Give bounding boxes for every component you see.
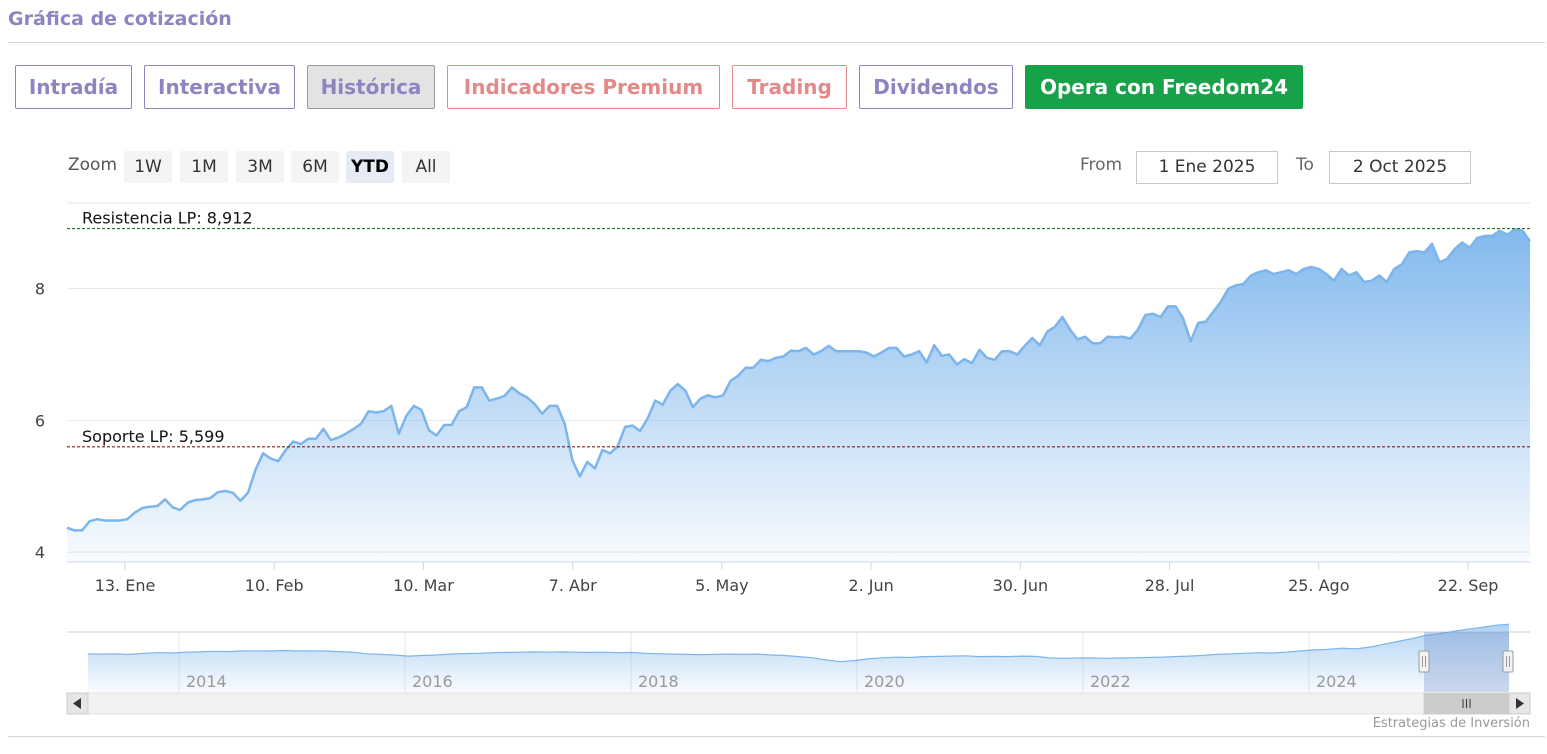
x-tick-label: 13. Ene bbox=[95, 576, 156, 595]
opera-freedom24-button[interactable]: Opera con Freedom24 bbox=[1025, 65, 1303, 109]
credits-label[interactable]: Estrategias de Inversión bbox=[1372, 716, 1530, 731]
navigator[interactable]: 2014 2016 2018 2020 2022 2024 bbox=[67, 623, 1530, 692]
reference-line-label: Soporte LP: 5,599 bbox=[82, 427, 225, 446]
zoom-1m-button[interactable]: 1M bbox=[180, 151, 228, 183]
tab-intradia[interactable]: Intradía bbox=[15, 65, 132, 109]
price-area-fill bbox=[67, 229, 1530, 563]
chevron-right-icon bbox=[1516, 698, 1524, 709]
price-line bbox=[66, 228, 1532, 532]
navigator-selection[interactable] bbox=[1424, 632, 1509, 692]
page-title: Gráfica de cotización bbox=[8, 8, 232, 30]
range-from-label: From bbox=[1080, 155, 1123, 175]
zoom-label: Zoom bbox=[68, 155, 118, 175]
zoom-ytd-button[interactable]: YTD bbox=[346, 151, 394, 183]
navigator-year-label: 2024 bbox=[1316, 672, 1357, 691]
y-axis-labels: 4 6 8 bbox=[35, 280, 45, 562]
navigator-year-label: 2018 bbox=[638, 672, 679, 691]
bottom-divider bbox=[8, 736, 1545, 737]
tab-historica[interactable]: Histórica bbox=[307, 65, 435, 109]
x-tick-label: 10. Feb bbox=[245, 576, 304, 595]
zoom-all-button[interactable]: All bbox=[402, 151, 450, 183]
range-to-input[interactable]: 2 Oct 2025 bbox=[1329, 151, 1471, 184]
navigator-left-handle[interactable] bbox=[1418, 650, 1430, 673]
navigator-year-labels: 2014 2016 2018 2020 2022 2024 bbox=[186, 672, 1357, 691]
x-tick-label: 25. Ago bbox=[1288, 576, 1349, 595]
reference-lines: Resistencia LP: 8,912 Soporte LP: 5,599 bbox=[67, 209, 1530, 448]
navigator-right-handle[interactable] bbox=[1502, 650, 1514, 673]
navigator-year-label: 2016 bbox=[412, 672, 453, 691]
reference-line-label: Resistencia LP: 8,912 bbox=[82, 209, 253, 228]
range-to-label: To bbox=[1296, 155, 1314, 175]
tab-dividendos[interactable]: Dividendos bbox=[859, 65, 1013, 109]
tab-interactiva[interactable]: Interactiva bbox=[144, 65, 295, 109]
y-tick-label: 4 bbox=[35, 543, 45, 562]
y-tick-label: 8 bbox=[35, 280, 45, 299]
x-tick-label: 28. Jul bbox=[1145, 576, 1195, 595]
navigator-year-label: 2020 bbox=[864, 672, 905, 691]
navigator-scrollbar[interactable] bbox=[66, 692, 1531, 715]
y-tick-label: 6 bbox=[35, 411, 45, 430]
range-from-input[interactable]: 1 Ene 2025 bbox=[1136, 151, 1278, 184]
tab-indicadores-premium[interactable]: Indicadores Premium bbox=[447, 65, 720, 109]
x-tick-label: 5. May bbox=[695, 576, 748, 595]
navigator-line bbox=[87, 623, 1510, 663]
x-tick-label: 22. Sep bbox=[1438, 576, 1499, 595]
x-tick-label: 7. Abr bbox=[549, 576, 597, 595]
scrollbar-track[interactable] bbox=[66, 692, 1531, 715]
x-tick-label: 10. Mar bbox=[393, 576, 454, 595]
x-axis-ticks: 13. Ene 10. Feb 10. Mar 7. Abr 5. May 2. Jun 3… bbox=[95, 562, 1499, 595]
tab-trading[interactable]: Trading bbox=[732, 65, 847, 109]
zoom-1w-button[interactable]: 1W bbox=[124, 151, 172, 183]
x-tick-label: 2. Jun bbox=[848, 576, 893, 595]
navigator-year-label: 2014 bbox=[186, 672, 227, 691]
navigator-year-label: 2022 bbox=[1090, 672, 1131, 691]
zoom-3m-button[interactable]: 3M bbox=[236, 151, 284, 183]
x-tick-label: 30. Jun bbox=[993, 576, 1049, 595]
title-divider bbox=[8, 42, 1545, 43]
chevron-left-icon bbox=[73, 698, 81, 709]
zoom-6m-button[interactable]: 6M bbox=[291, 151, 339, 183]
navigator-area bbox=[88, 624, 1509, 692]
